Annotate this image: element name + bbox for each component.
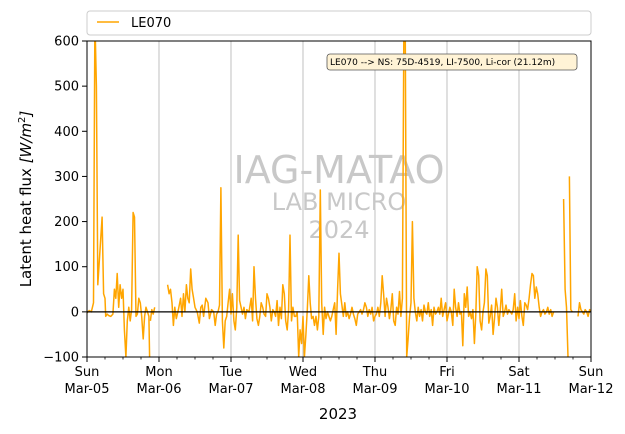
series-line-le070-segment (166, 41, 555, 357)
y-tick-label: −100 (43, 351, 79, 366)
y-tick-label: 400 (54, 125, 79, 140)
x-tick-label-weekday: Sun (579, 365, 604, 380)
x-tick-label-date: Mar-12 (569, 382, 614, 397)
x-tick-label-weekday: Fri (439, 365, 455, 380)
watermark-line-3: 2024 (308, 216, 369, 244)
series-line-le070-segment (568, 176, 573, 313)
x-tick-label-weekday: Sat (508, 365, 529, 380)
y-axis-ticks: −100 0 100 200 300 400 500 600 (43, 35, 87, 366)
watermark-line-1: IAG-MATAO (233, 148, 444, 192)
x-tick-label-date: Mar-10 (425, 382, 470, 397)
y-tick-label: 300 (54, 170, 79, 185)
series-layer (87, 41, 591, 357)
x-tick-label-weekday: Sun (75, 365, 100, 380)
x-tick-label-weekday: Tue (219, 365, 242, 380)
y-axis-title-base: Latent heat flux (17, 163, 35, 287)
x-tick-label-date: Mar-11 (497, 382, 542, 397)
annotation-box: LE070 --> NS: 75D-4519, LI-7500, Li-cor … (326, 53, 578, 71)
series-line-le070-segment (562, 198, 569, 357)
y-tick-label: 600 (54, 35, 79, 50)
y-axis-title-unit: [W/m (17, 123, 35, 163)
series-line-le070-segment (87, 41, 151, 357)
x-tick-label-date: Mar-06 (137, 382, 182, 397)
x-tick-label-date: Mar-07 (209, 382, 254, 397)
watermark: IAG-MATAO LAB MICRO 2024 (233, 148, 444, 244)
x-tick-label-weekday: Mon (145, 365, 172, 380)
x-axis-title: 2023 (319, 405, 357, 423)
x-tick-label-date: Mar-05 (65, 382, 110, 397)
legend: LE070 (86, 10, 592, 36)
x-tick-label-date: Mar-08 (281, 382, 326, 397)
annotation-frame (326, 53, 578, 71)
y-tick-label: 500 (54, 80, 79, 95)
series-line-le070-segment (577, 302, 591, 318)
y-axis-title-sup: 2 (17, 117, 28, 123)
x-axis-ticks: Sun Mar-05 Mon Mar-06 Tue Mar-07 Wed Mar-08 Thu M… (65, 357, 614, 397)
y-tick-label: 200 (54, 215, 79, 230)
y-tick-label: 100 (54, 260, 79, 275)
legend-label-le070: LE070 (131, 16, 171, 31)
y-axis-title: Latent heat flux [W/m2] (17, 111, 35, 288)
y-axis-title-close: ] (17, 111, 35, 118)
y-tick-label: 0 (71, 305, 79, 320)
x-tick-label-date: Mar-09 (353, 382, 398, 397)
watermark-line-2: LAB MICRO (272, 188, 407, 216)
x-tick-label-weekday: Wed (289, 365, 317, 380)
x-tick-label-weekday: Thu (362, 365, 387, 380)
annotation-text: LE070 --> NS: 75D-4519, LI-7500, Li-cor … (330, 58, 555, 68)
legend-frame (86, 10, 592, 36)
